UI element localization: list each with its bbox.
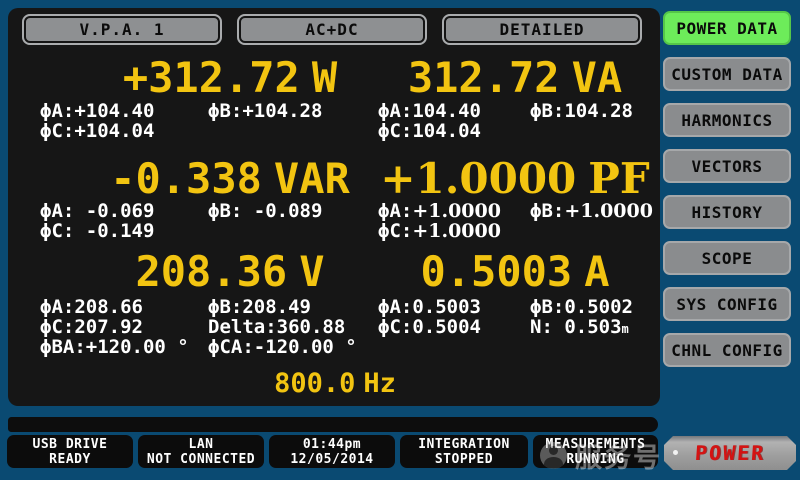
sidebar-item-sys-config[interactable]: SYS CONFIG	[663, 287, 791, 321]
tab-view-mode[interactable]: DETAILED	[442, 14, 642, 45]
va-phase-readouts: ϕA:104.40 ϕB:104.28 ϕC:104.04	[378, 100, 633, 142]
watts-value: +312.72 W	[122, 53, 338, 102]
watts-phase-readouts: ϕA:+104.40 ϕB:+104.28 ϕC:+104.04	[40, 100, 323, 142]
pf-value: +1.0000 PF	[380, 154, 650, 203]
va-value: 312.72 VA	[407, 53, 623, 102]
status-integration[interactable]: INTEGRATION STOPPED	[400, 435, 528, 468]
sidebar-item-power-data[interactable]: POWER DATA	[663, 11, 791, 45]
power-button-label: POWER	[694, 441, 766, 465]
watts-unit: W	[311, 53, 338, 102]
sidebar-item-harmonics[interactable]: HARMONICS	[663, 103, 791, 137]
amps-unit: A	[584, 247, 610, 296]
tab-coupling-mode[interactable]: AC+DC	[237, 14, 427, 45]
milli-suffix: m	[621, 322, 629, 336]
var-value: -0.338 VAR	[110, 154, 350, 203]
sidebar-item-history[interactable]: HISTORY	[663, 195, 791, 229]
sidebar-item-custom-data[interactable]: CUSTOM DATA	[663, 57, 791, 91]
var-unit: VAR	[273, 154, 350, 203]
volts-unit: V	[299, 247, 325, 296]
va-unit: VA	[571, 53, 623, 102]
sidebar-item-scope[interactable]: SCOPE	[663, 241, 791, 275]
frequency-unit: Hz	[363, 368, 396, 399]
sidebar-item-chnl-config[interactable]: CHNL CONFIG	[663, 333, 791, 367]
pf-phase-readouts: ϕA:+1.0000 ϕB:+1.0000 ϕC:+1.0000	[378, 200, 653, 242]
pf-unit: PF	[588, 154, 650, 203]
status-measurements[interactable]: MEASUREMENTS RUNNING	[533, 435, 658, 468]
power-button[interactable]: POWER	[664, 436, 796, 470]
status-usb[interactable]: USB DRIVE READY	[7, 435, 133, 468]
amps-value: 0.5003 A	[420, 247, 610, 296]
tab-vpa-channel[interactable]: V.P.A. 1	[22, 14, 222, 45]
status-datetime[interactable]: 01:44pm 12/05/2014	[269, 435, 395, 468]
volts-phase-readouts: ϕA:208.66 ϕB:208.49 ϕC:207.92 Delta:360.…	[40, 296, 357, 358]
volts-value: 208.36 V	[135, 247, 325, 296]
frequency-value: 800.0 Hz	[274, 368, 396, 399]
var-phase-readouts: ϕA: -0.069 ϕB: -0.089 ϕC: -0.149	[40, 200, 323, 242]
status-lan[interactable]: LAN NOT CONNECTED	[138, 435, 264, 468]
main-display-panel	[8, 8, 660, 406]
separator-bar	[8, 417, 658, 432]
amps-phase-readouts: ϕA:0.5003 ϕB:0.5002 ϕC:0.5004 N: 0.503m	[378, 296, 633, 338]
power-led-indicator	[673, 450, 678, 455]
sidebar-item-vectors[interactable]: VECTORS	[663, 149, 791, 183]
